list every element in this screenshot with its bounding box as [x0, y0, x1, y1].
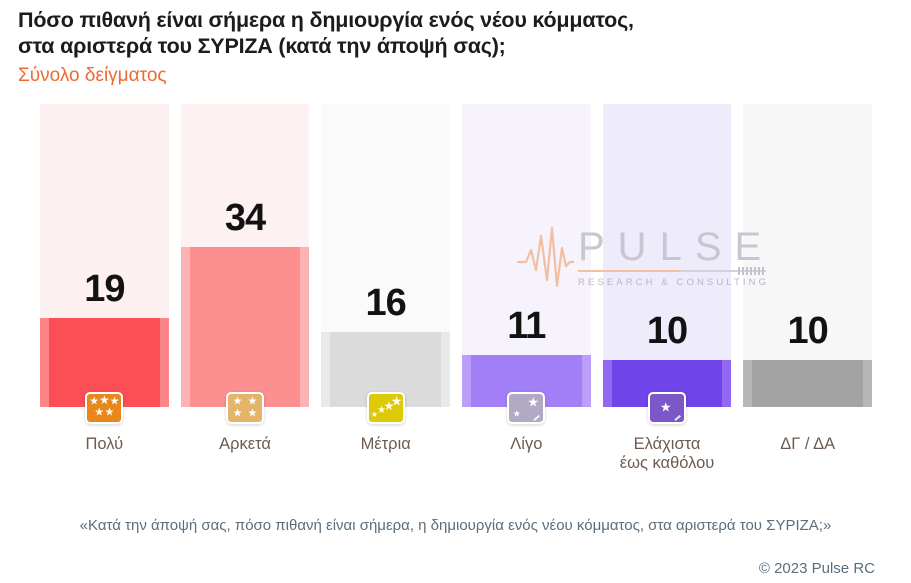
value-label: 16: [365, 281, 407, 324]
two-stars-icon: ★ ★: [507, 392, 546, 424]
value-label: 34: [224, 197, 266, 240]
bar-column: 19 ★ ★ ★ ★ ★: [40, 104, 169, 424]
header: Πόσο πιθανή είναι σήμερα η δημιουργία εν…: [18, 8, 634, 87]
value-label: 10: [646, 310, 688, 352]
page-title-line2: στα αριστερά του ΣΥΡΙΖΑ (κατά την άποψή …: [18, 33, 506, 58]
bar-column: 34 ★ ★ ★ ★: [180, 104, 310, 424]
footer-caption: «Κατά την άποψή σας, πόσο πιθανή είναι σ…: [79, 517, 832, 534]
bar: [743, 360, 873, 407]
category-label: ΔΓ / ΔΑ: [780, 435, 836, 453]
bar: [180, 247, 310, 407]
copyright: © 2023 Pulse RC: [758, 560, 875, 577]
value-label: 11: [507, 305, 546, 348]
five-stars-icon: ★ ★ ★ ★ ★: [85, 392, 124, 424]
bar-column: 16 ★ ★ ★ ★: [321, 104, 451, 424]
page-subtitle: Σύνολο δείγματος: [18, 64, 167, 86]
category-label: Ελάχιστα έως καθόλου: [619, 435, 715, 473]
category-label: Πολύ: [85, 435, 124, 453]
four-stars-grid-icon: ★ ★ ★ ★: [226, 392, 264, 424]
bar-column: 10: [743, 104, 873, 407]
value-label: 10: [787, 310, 829, 352]
rising-stars-icon: ★ ★ ★ ★: [366, 392, 405, 424]
bar-column: 11 ★ ★: [462, 104, 591, 424]
category-label: Λίγο: [510, 435, 543, 453]
bar-column: 10 ★: [602, 104, 732, 424]
one-star-icon: ★: [648, 392, 687, 424]
page-title: Πόσο πιθανή είναι σήμερα η δημιουργία εν…: [18, 8, 634, 32]
value-label: 19: [84, 267, 125, 310]
category-labels: Πολύ Αρκετά Μέτρια Λίγο Ελάχιστα έως καθόλου…: [40, 435, 872, 474]
category-label: Μέτρια: [360, 435, 411, 453]
bar-chart: 19 ★ ★ ★ ★ ★ 34 ★ ★ ★ ★ 16 ★ ★ ★ ★ 11 ★ ★ 10 ★ 10: [40, 104, 873, 424]
category-label: Αρκετά: [219, 435, 271, 453]
